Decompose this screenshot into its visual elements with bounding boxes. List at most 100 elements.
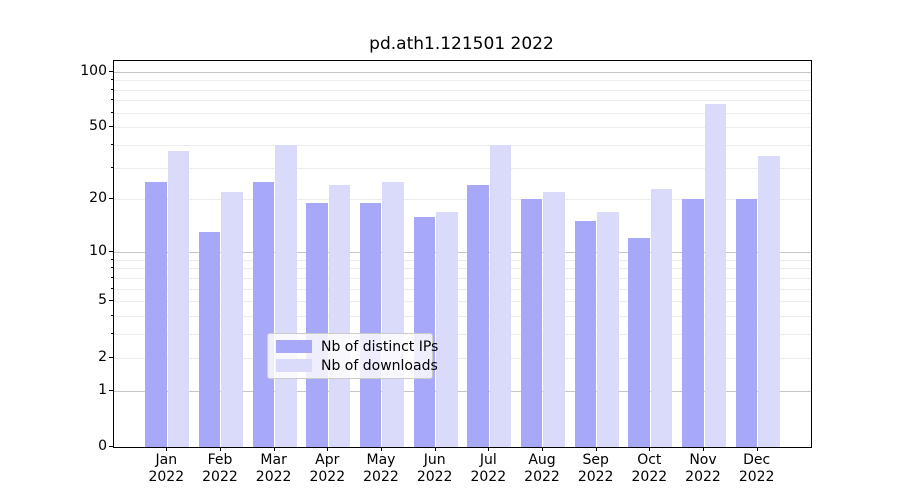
x-tick <box>595 447 597 451</box>
y-tick-label: 50 <box>89 118 107 135</box>
x-tick-label: Apr 2022 <box>297 452 357 486</box>
y-tick-label: 10 <box>89 242 107 259</box>
legend-label: Nb of downloads <box>321 357 438 374</box>
y-tick-minor <box>111 143 113 145</box>
x-tick-month: Apr <box>315 452 340 468</box>
bar-downloads <box>167 151 190 447</box>
x-tick <box>166 447 168 451</box>
y-tick-minor <box>111 276 113 278</box>
y-tick-minor <box>111 267 113 269</box>
bar-distinct-ips <box>735 199 758 447</box>
y-grid-major <box>114 390 811 392</box>
bar-downloads <box>489 144 512 447</box>
bar-distinct-ips <box>413 216 436 447</box>
legend-swatch <box>276 340 312 353</box>
x-tick-month: Jan <box>155 452 178 468</box>
x-tick-label: Sep 2022 <box>566 452 626 486</box>
y-grid-minor <box>114 127 811 129</box>
y-tick-label: 0 <box>98 438 107 454</box>
y-grid-minor <box>114 80 811 82</box>
legend-item: Nb of downloads <box>268 358 438 374</box>
x-tick-month: Dec <box>743 452 771 468</box>
y-grid-minor <box>114 301 811 303</box>
y-grid-minor <box>114 167 811 169</box>
y-tick-label: 5 <box>98 292 107 309</box>
x-tick-label: Mar 2022 <box>244 452 304 486</box>
x-tick <box>434 447 436 451</box>
y-tick-label: 100 <box>80 62 107 79</box>
x-tick-month: Feb <box>207 452 233 468</box>
bar-downloads <box>275 144 297 447</box>
y-tick-minor <box>111 315 113 317</box>
x-tick <box>327 447 329 451</box>
bar-downloads <box>382 181 404 447</box>
x-tick-month: May <box>366 452 396 468</box>
bar-distinct-ips <box>467 185 489 447</box>
x-tick-label: Feb 2022 <box>190 452 250 486</box>
x-tick-year: 2022 <box>470 469 507 485</box>
x-tick-month: Jul <box>479 452 497 468</box>
x-tick <box>380 447 382 451</box>
y-tick-minor <box>111 111 113 113</box>
x-tick-month: Aug <box>528 452 556 468</box>
y-grid-minor <box>114 357 811 359</box>
y-grid-minor <box>114 199 811 201</box>
bar-distinct-ips <box>628 238 650 447</box>
bar-distinct-ips <box>520 199 543 447</box>
legend: Nb of distinct IPs Nb of downloads <box>267 333 438 379</box>
y-tick-minor <box>111 287 113 289</box>
y-grid-major <box>114 71 811 73</box>
legend-label: Nb of distinct IPs <box>321 338 439 355</box>
y-tick <box>109 356 113 358</box>
bar-distinct-ips <box>682 199 704 447</box>
y-grid-minor <box>114 268 811 270</box>
x-tick-label: Dec 2022 <box>727 452 787 486</box>
bar-downloads <box>597 211 619 447</box>
chart-title: pd.ath1.121501 2022 <box>369 34 554 54</box>
x-tick-year: 2022 <box>524 469 560 485</box>
x-tick <box>488 447 490 451</box>
bar-distinct-ips <box>359 203 382 447</box>
legend-item: Nb of distinct IPs <box>268 339 438 355</box>
x-tick <box>649 447 651 451</box>
x-tick-year: 2022 <box>416 469 453 485</box>
y-tick-label: 2 <box>98 348 107 365</box>
plot-area <box>113 60 812 448</box>
x-tick-month: Sep <box>582 452 609 468</box>
bar-downloads <box>704 103 726 447</box>
y-tick <box>109 389 113 391</box>
bar-distinct-ips <box>306 203 328 447</box>
y-grid-minor <box>114 100 811 102</box>
y-grid-minor <box>114 277 811 279</box>
y-grid-minor <box>114 144 811 146</box>
bar-downloads <box>758 155 780 447</box>
x-tick <box>703 447 704 451</box>
bar-downloads <box>436 211 458 447</box>
bar-distinct-ips <box>252 181 275 447</box>
x-tick <box>273 447 275 451</box>
x-tick-month: Jun <box>423 452 446 468</box>
y-tick <box>109 198 113 200</box>
x-tick-label: May 2022 <box>351 452 411 486</box>
x-tick-year: 2022 <box>309 469 346 485</box>
y-tick-minor <box>111 333 113 335</box>
x-tick <box>219 447 221 451</box>
x-tick-label: Nov 2022 <box>673 452 733 486</box>
bar-distinct-ips <box>198 232 221 447</box>
bar-downloads <box>650 188 673 447</box>
x-tick-year: 2022 <box>363 469 399 485</box>
y-tick <box>109 446 113 447</box>
y-grid-minor <box>114 112 811 114</box>
x-tick-year: 2022 <box>631 469 668 485</box>
y-tick-minor <box>111 79 113 81</box>
x-tick-year: 2022 <box>148 469 185 485</box>
x-tick-month: Nov <box>689 452 717 468</box>
x-tick-label: Jan 2022 <box>136 452 196 486</box>
y-tick-minor <box>111 88 113 90</box>
x-tick-year: 2022 <box>685 469 721 485</box>
bar-distinct-ips <box>574 221 597 447</box>
x-tick <box>756 447 758 451</box>
y-grid-minor <box>114 316 811 318</box>
y-tick <box>109 70 113 72</box>
